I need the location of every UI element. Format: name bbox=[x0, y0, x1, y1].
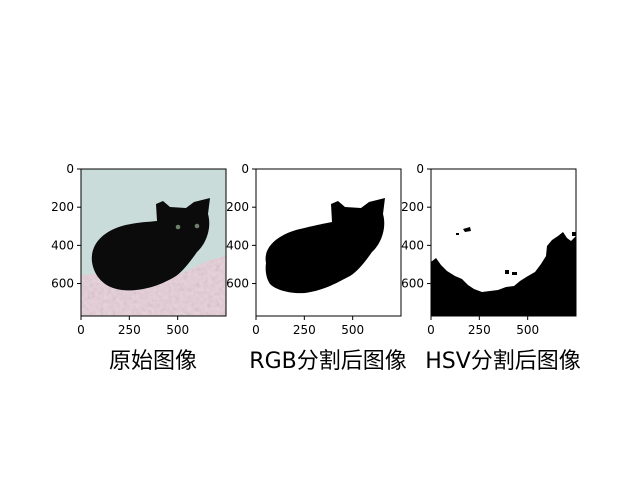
mask-speck bbox=[512, 272, 517, 275]
y-tick-label: 200 bbox=[226, 200, 249, 214]
x-tick-label: 500 bbox=[516, 323, 539, 337]
y-tick-label: 0 bbox=[416, 162, 424, 176]
y-tick-label: 400 bbox=[401, 238, 424, 252]
y-tick-label: 600 bbox=[51, 277, 74, 291]
panel-title: RGB分割后图像 bbox=[249, 349, 406, 374]
x-tick-label: 250 bbox=[118, 323, 141, 337]
mask-region bbox=[431, 232, 576, 316]
x-tick-label: 250 bbox=[468, 323, 491, 337]
y-tick-label: 600 bbox=[401, 277, 424, 291]
y-tick-label: 200 bbox=[401, 200, 424, 214]
y-tick-label: 0 bbox=[241, 162, 249, 176]
panel-original-image: 0 250 500 0 200 400 600 原始图像 bbox=[51, 162, 227, 374]
mask-region bbox=[265, 198, 385, 294]
y-tick-label: 0 bbox=[66, 162, 74, 176]
x-tick-label: 0 bbox=[252, 323, 260, 337]
x-tick-label: 250 bbox=[293, 323, 316, 337]
y-tick-label: 200 bbox=[51, 200, 74, 214]
panel-title: 原始图像 bbox=[109, 349, 197, 374]
y-tick-label: 400 bbox=[226, 238, 249, 252]
mask-speck bbox=[572, 232, 576, 236]
axes: 0 250 500 0 200 400 600 bbox=[51, 162, 189, 337]
cat-eye-right bbox=[194, 223, 200, 229]
cat-eye-left bbox=[175, 224, 181, 230]
x-tick-label: 0 bbox=[427, 323, 435, 337]
x-tick-label: 0 bbox=[77, 323, 85, 337]
y-tick-label: 600 bbox=[226, 277, 249, 291]
mask-speck bbox=[505, 270, 509, 274]
axes-frame bbox=[255, 168, 402, 317]
y-tick-label: 400 bbox=[51, 238, 74, 252]
panel-rgb-segmentation: 0 250 500 0 200 400 600 RGB分割后图像 bbox=[226, 162, 407, 374]
mask-speck bbox=[463, 227, 471, 232]
axes: 0 250 500 0 200 400 600 bbox=[401, 162, 539, 337]
panel-hsv-segmentation: 0 250 500 0 200 400 600 HSV分割后图像 bbox=[401, 162, 581, 374]
panel-title: HSV分割后图像 bbox=[425, 349, 581, 374]
x-tick-label: 500 bbox=[341, 323, 364, 337]
axes: 0 250 500 0 200 400 600 bbox=[226, 162, 364, 337]
axes-frame bbox=[430, 168, 577, 317]
mask-speck bbox=[456, 233, 459, 235]
axes-frame bbox=[80, 168, 227, 317]
cat-body bbox=[91, 198, 210, 291]
x-tick-label: 500 bbox=[166, 323, 189, 337]
